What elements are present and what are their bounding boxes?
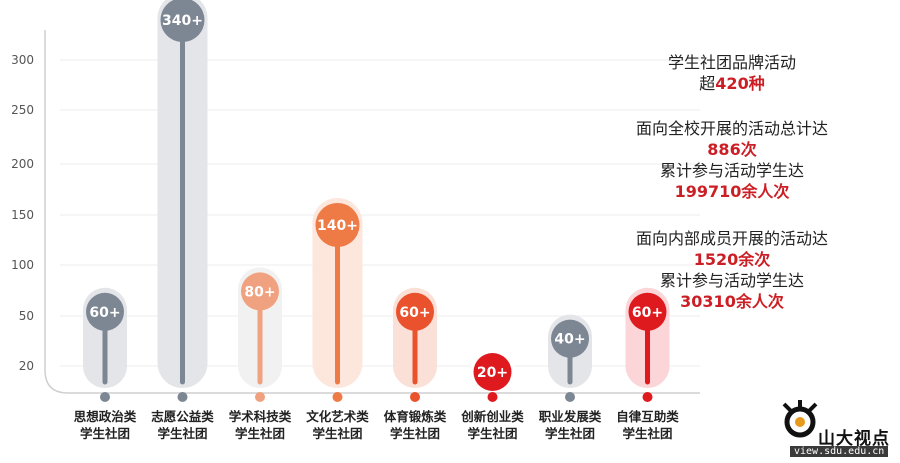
bar-value-label: 340+ [162, 13, 203, 29]
info-block-brand: 学生社团品牌活动 超420种 [612, 52, 852, 94]
bar: 60+ [625, 287, 670, 402]
bar-head [86, 292, 124, 331]
bar: 60+ [83, 287, 127, 402]
bar-value-label: 60+ [632, 305, 663, 321]
bar-head [628, 292, 667, 331]
info-block-internal: 面向内部成员开展的活动达 1520余次 累计参与活动学生达 30310余人次 [612, 228, 852, 312]
y-tick-label: 50 [19, 309, 34, 323]
x-tick-label: 创新创业类 [460, 409, 524, 424]
logo-url: view.sdu.edu.cn [790, 446, 889, 457]
y-axis-ticks: 20 50 100 150 200 250 300 [11, 53, 34, 373]
bar: 140+ [312, 198, 363, 402]
bar-base-dot [487, 392, 498, 402]
bar-head [396, 292, 434, 331]
info-school-count: 886次 [707, 140, 757, 159]
logo-name: 山大视点 [818, 429, 890, 449]
x-tick-label: 思想政治类 [74, 409, 137, 424]
x-tick-label: 学生社团 [80, 426, 130, 441]
x-tick-label: 学生社团 [545, 426, 595, 441]
info-school-participants: 199710余人次 [674, 182, 790, 201]
bar: 80+ [238, 267, 282, 402]
x-tick-label: 体育锻炼类 [384, 409, 447, 424]
info-brand-title: 学生社团品牌活动 [667, 53, 796, 72]
bar: 40+ [548, 314, 592, 402]
info-internal-participants: 30310余人次 [680, 292, 784, 311]
info-brand-value: 420种 [715, 74, 765, 93]
bar-base-dot [332, 392, 343, 402]
x-tick-label: 学生社团 [390, 426, 440, 441]
bar-head [473, 353, 512, 391]
bar-head [315, 203, 360, 247]
x-tick-label: 职业发展类 [539, 409, 602, 424]
grid-lines [60, 59, 700, 367]
info-internal-count: 1520余次 [693, 250, 771, 269]
bar-value-label: 60+ [399, 305, 430, 321]
bar-head [160, 0, 205, 42]
x-tick-label: 学生社团 [467, 426, 517, 441]
bar-base-dot [410, 392, 420, 402]
bars: 60+ 340+ 80+ 140+ 60+ 20+ 40+ 60+ [83, 0, 670, 402]
bar-value-label: 140+ [317, 218, 358, 234]
info-school-participants-label: 累计参与活动学生达 [659, 161, 804, 180]
y-tick-label: 300 [11, 53, 34, 67]
info-internal-title: 面向内部成员开展的活动达 [635, 229, 828, 248]
info-block-school: 面向全校开展的活动总计达 886次 累计参与活动学生达 199710余人次 [612, 118, 852, 202]
info-brand-prefix: 超 [699, 74, 716, 93]
x-tick-label: 志愿公益类 [151, 409, 214, 424]
bar: 20+ [470, 348, 515, 402]
axis-line [44, 30, 700, 394]
x-tick-label: 学术科技类 [229, 409, 292, 424]
y-tick-label: 150 [11, 208, 34, 222]
x-tick-label: 学生社团 [312, 426, 362, 441]
x-tick-label: 学生社团 [157, 426, 207, 441]
x-tick-label: 学生社团 [235, 426, 285, 441]
y-tick-label: 20 [19, 359, 34, 373]
bar-base-dot [642, 392, 653, 402]
bar-value-label: 80+ [244, 284, 275, 300]
bar: 340+ [157, 0, 208, 402]
x-tick-label: 学生社团 [622, 426, 672, 441]
bar-head [551, 319, 589, 358]
info-school-title: 面向全校开展的活动总计达 [635, 119, 828, 138]
y-tick-label: 200 [11, 157, 34, 171]
bar-head [241, 272, 279, 311]
logo-icon [782, 400, 818, 438]
bar-base-dot [100, 392, 110, 402]
bar: 60+ [393, 287, 437, 402]
bar-value-label: 40+ [554, 332, 585, 348]
y-tick-label: 100 [11, 258, 34, 272]
bar-base-dot [565, 392, 575, 402]
bar-base-dot [255, 392, 265, 402]
x-tick-label: 文化艺术类 [306, 409, 369, 424]
y-tick-label: 250 [11, 103, 34, 117]
x-tick-label: 自律互助类 [616, 409, 679, 424]
bar-base-dot [177, 392, 188, 402]
info-internal-participants-label: 累计参与活动学生达 [659, 271, 804, 290]
bar-value-label: 60+ [89, 305, 120, 321]
bar-value-label: 20+ [477, 365, 508, 381]
